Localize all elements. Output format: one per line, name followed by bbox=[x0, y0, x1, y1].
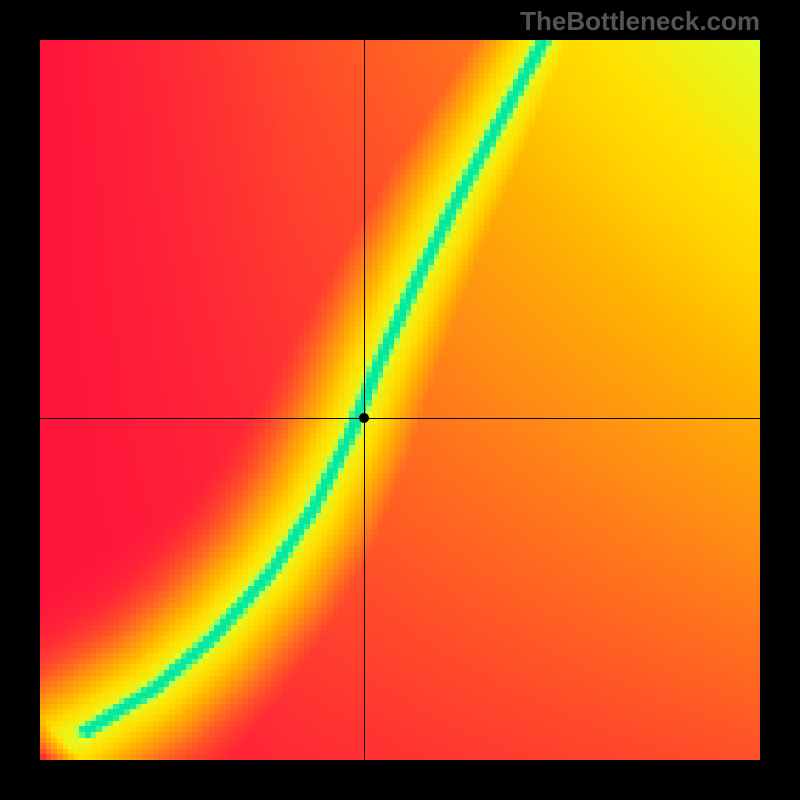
watermark-text: TheBottleneck.com bbox=[520, 6, 760, 37]
chart-container: TheBottleneck.com bbox=[0, 0, 800, 800]
bottleneck-heatmap bbox=[0, 0, 800, 800]
